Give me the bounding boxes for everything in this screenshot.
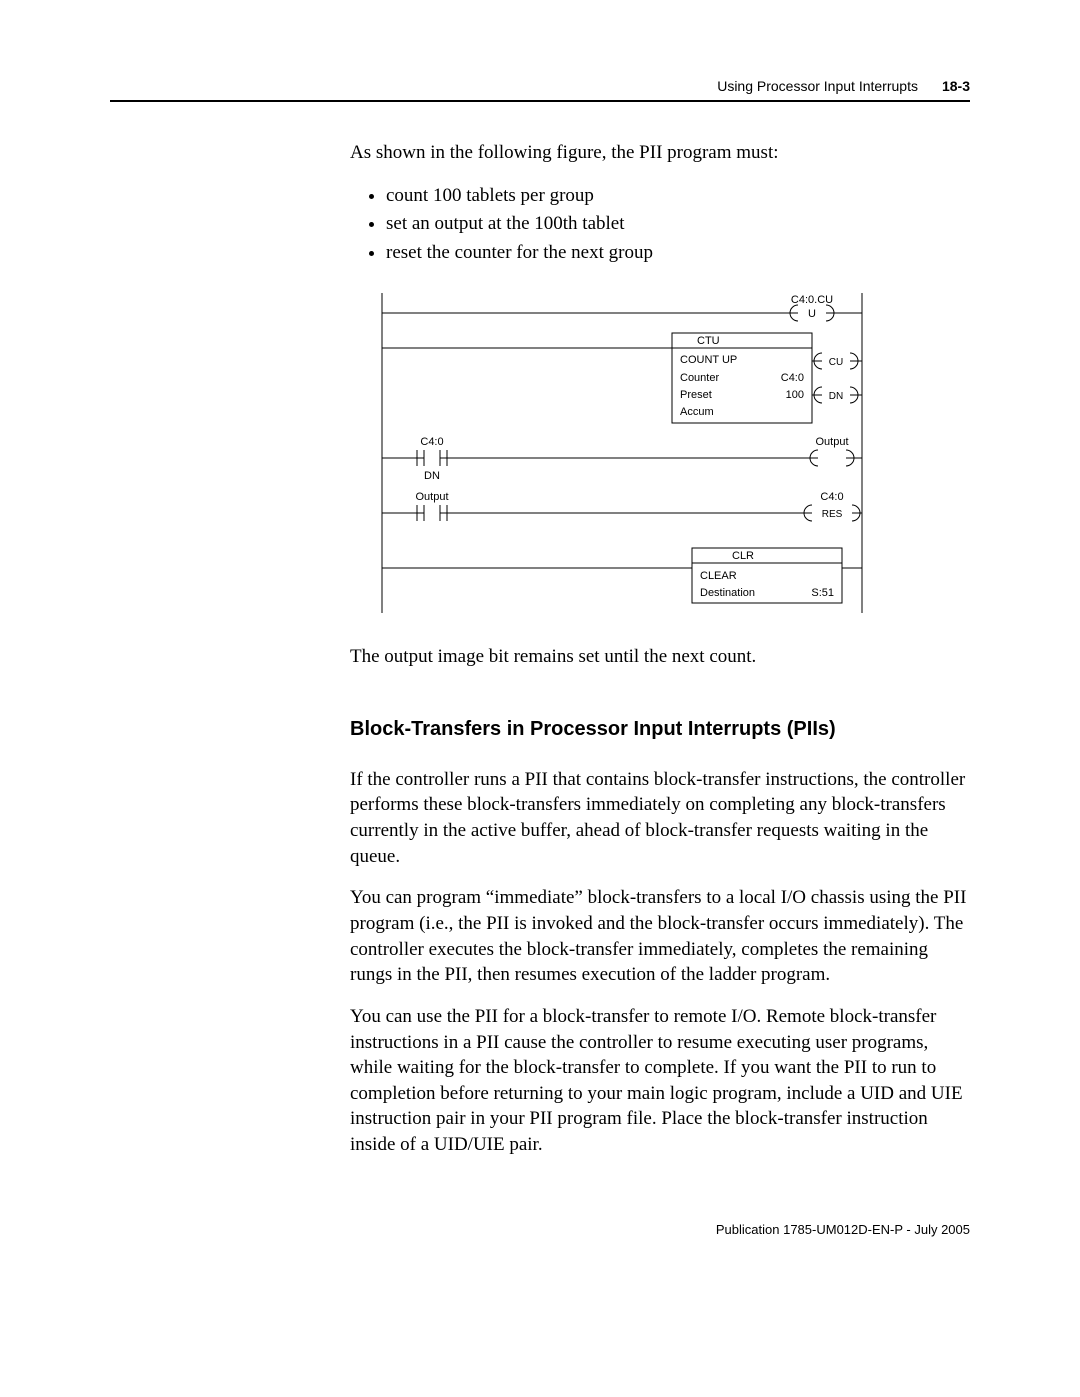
- dn-out: DN: [829, 391, 843, 402]
- running-header: Using Processor Input Interrupts 18-3: [110, 78, 970, 102]
- paragraph: If the controller runs a PII that contai…: [350, 767, 970, 870]
- intro-paragraph: As shown in the following figure, the PI…: [350, 140, 970, 166]
- clr-clear: CLEAR: [700, 570, 737, 582]
- xic-tag: C4:0: [420, 436, 443, 448]
- paragraph: You can use the PII for a block-transfer…: [350, 1004, 970, 1158]
- ctu-preset-l: Preset: [680, 389, 712, 401]
- requirements-list: count 100 tablets per group set an outpu…: [386, 182, 970, 268]
- xic3-label: Output: [415, 491, 448, 503]
- publication-footer: Publication 1785-UM012D-EN-P - July 2005: [716, 1222, 970, 1237]
- ctu-counter-v: C4:0: [781, 372, 804, 384]
- paragraph: You can program “immediate” block-transf…: [350, 885, 970, 988]
- clr-title: CLR: [732, 550, 754, 562]
- list-item: reset the counter for the next group: [386, 239, 970, 268]
- res-label: RES: [822, 509, 843, 520]
- header-title: Using Processor Input Interrupts: [717, 78, 918, 94]
- clr-dest-l: Destination: [700, 587, 755, 599]
- list-item: set an output at the 100th tablet: [386, 210, 970, 239]
- output-label: Output: [815, 436, 848, 448]
- after-figure-paragraph: The output image bit remains set until t…: [350, 644, 970, 670]
- ctu-counter-l: Counter: [680, 372, 719, 384]
- ctu-accum-l: Accum: [680, 406, 714, 418]
- u-tag: C4:0.CU: [791, 294, 833, 306]
- res-tag: C4:0: [820, 491, 843, 503]
- header-rule: [110, 100, 970, 102]
- clr-dest-v: S:51: [811, 587, 834, 599]
- u-coil-label: U: [808, 308, 816, 320]
- xic-cond: DN: [424, 470, 440, 482]
- ctu-title: CTU: [697, 335, 720, 347]
- header-page-ref: 18-3: [942, 78, 970, 94]
- ctu-preset-v: 100: [786, 389, 804, 401]
- ctu-countup: COUNT UP: [680, 354, 737, 366]
- ladder-svg: C4:0.CU U CTU COUNT UP: [372, 293, 872, 613]
- section-heading: Block-Transfers in Processor Input Inter…: [350, 718, 970, 741]
- cu-out: CU: [829, 357, 843, 368]
- ladder-figure: C4:0.CU U CTU COUNT UP: [372, 293, 872, 618]
- list-item: count 100 tablets per group: [386, 182, 970, 211]
- body-column: As shown in the following figure, the PI…: [350, 140, 970, 1174]
- page: Using Processor Input Interrupts 18-3 As…: [0, 0, 1080, 1397]
